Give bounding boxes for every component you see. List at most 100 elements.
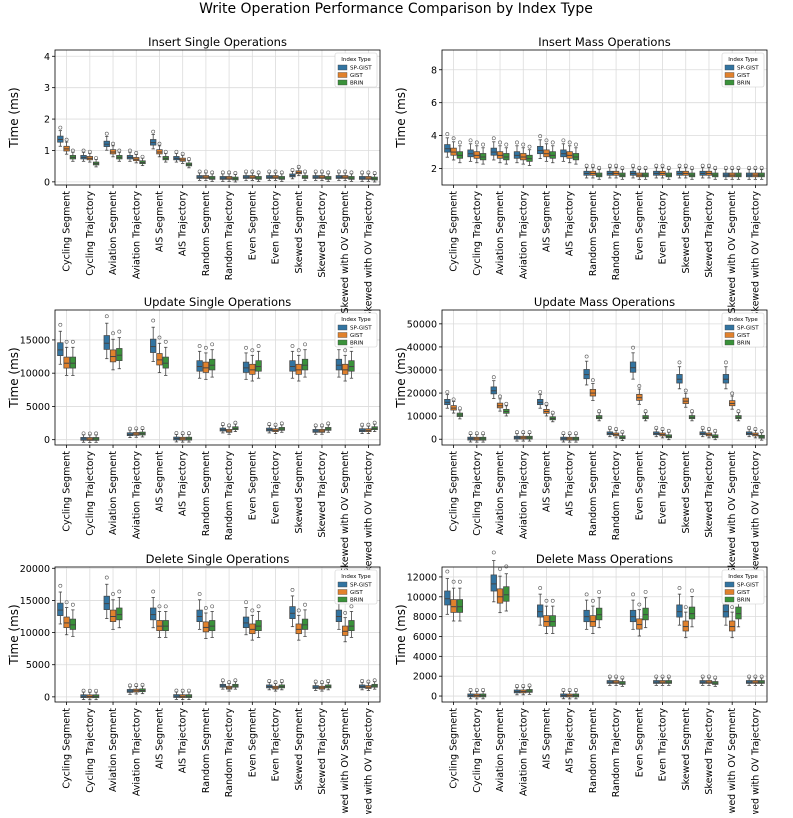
box-outlier (590, 598, 595, 603)
x-tick-label: Even Segment (634, 708, 645, 778)
box-brin (642, 607, 649, 621)
x-tick-label: AIS Trajectory (565, 191, 576, 257)
box-outlier (256, 170, 261, 175)
box-outlier (87, 431, 92, 436)
x-tick-label: Random Trajectory (224, 451, 235, 541)
box-outlier (104, 314, 109, 319)
x-tick-label: AIS Segment (154, 708, 165, 769)
box-gist (156, 353, 163, 366)
x-tick-label: Cycling Segment (62, 708, 73, 789)
x-tick-label: Cycling Segment (449, 451, 460, 532)
box-outlier (117, 148, 122, 153)
box-outlier (753, 427, 758, 431)
box-outlier (597, 409, 602, 414)
box-outlier (759, 674, 764, 679)
legend-swatch (337, 596, 348, 603)
box-sp-gist (57, 602, 64, 616)
x-tick-label: Skewed with OV Segment (340, 191, 351, 314)
box-sp-gist (242, 616, 250, 629)
box-brin (255, 620, 262, 632)
box-outlier (151, 129, 156, 134)
legend-label: GIST (737, 333, 750, 339)
x-tick-label: Skewed Segment (294, 191, 305, 274)
chart-panel-5: Delete Single Operations 0 5000 10000 15000 2… (7, 552, 381, 818)
y-tick-label: 10000 (20, 628, 50, 639)
x-tick-label: Cycling Trajectory (472, 708, 483, 793)
box-outlier (491, 375, 496, 380)
box-outlier (707, 674, 711, 679)
box-outlier (163, 339, 168, 344)
y-tick-label: 3 (44, 83, 50, 94)
box-outlier (567, 140, 572, 145)
box-outlier (730, 605, 735, 610)
legend-label: SP-GIST (737, 583, 759, 589)
box-gist (109, 609, 117, 622)
legend-box (721, 569, 765, 605)
legend-swatch (337, 72, 348, 78)
box-outlier (81, 431, 86, 436)
box-outlier (203, 606, 208, 610)
box-outlier (140, 682, 145, 687)
box-outlier (220, 678, 225, 683)
y-tick-label: 0 (44, 435, 50, 446)
legend-label: BRIN (350, 341, 363, 347)
y-tick-label: 2 (431, 164, 437, 175)
box-outlier (320, 423, 324, 428)
box-outlier (111, 331, 115, 336)
box-outlier (690, 588, 694, 593)
box-gist (636, 618, 643, 630)
box-brin (348, 620, 355, 632)
box-outlier (273, 680, 278, 685)
x-tick-label: Aviation Segment (495, 451, 506, 535)
box-outlier (683, 163, 688, 168)
y-tick-label: 10000 (407, 592, 437, 603)
box-sp-gist (335, 609, 343, 622)
box-outlier (157, 141, 162, 146)
box-sp-gist (150, 607, 157, 621)
box-gist (249, 623, 256, 635)
box-outlier (210, 604, 215, 609)
y-tick-label: 5000 (26, 660, 50, 671)
y-tick-label: 2000 (413, 672, 437, 683)
box-outlier (227, 423, 232, 428)
box-outlier (94, 688, 98, 693)
box-outlier (637, 384, 642, 388)
box-outlier (481, 688, 485, 692)
legend-swatch (724, 79, 735, 86)
box-gist (543, 615, 550, 627)
axes-frame (54, 309, 381, 446)
box-outlier (654, 163, 659, 168)
box-outlier (561, 687, 566, 692)
box-outlier (643, 589, 648, 594)
box-outlier (574, 142, 578, 147)
box-outlier (631, 592, 635, 597)
box-outlier (457, 140, 462, 145)
axes-frame (441, 49, 768, 186)
box-outlier (451, 397, 456, 402)
box-outlier (279, 679, 284, 683)
legend-swatch (337, 324, 348, 331)
y-tick-label: 4 (44, 52, 50, 63)
box-outlier (590, 378, 595, 383)
box-outlier (174, 431, 179, 435)
box-outlier (561, 138, 566, 143)
x-tick-label: Even Trajectory (271, 191, 282, 265)
box-outlier (174, 149, 179, 154)
x-tick-label: Cycling Segment (62, 451, 73, 532)
legend-label: SP-GIST (350, 583, 372, 589)
box-outlier (279, 170, 284, 175)
box-outlier (654, 674, 659, 679)
box-outlier (607, 163, 612, 168)
box-outlier (197, 344, 202, 348)
box-outlier (730, 165, 735, 170)
box-outlier (140, 154, 145, 159)
x-tick-label: Random Segment (201, 191, 212, 276)
legend-swatch (724, 589, 735, 595)
box-outlier (677, 586, 682, 590)
box-outlier (70, 602, 75, 607)
box-gist (729, 620, 736, 632)
box-outlier (267, 169, 272, 174)
box-outlier (250, 608, 255, 613)
box-outlier (498, 394, 502, 399)
